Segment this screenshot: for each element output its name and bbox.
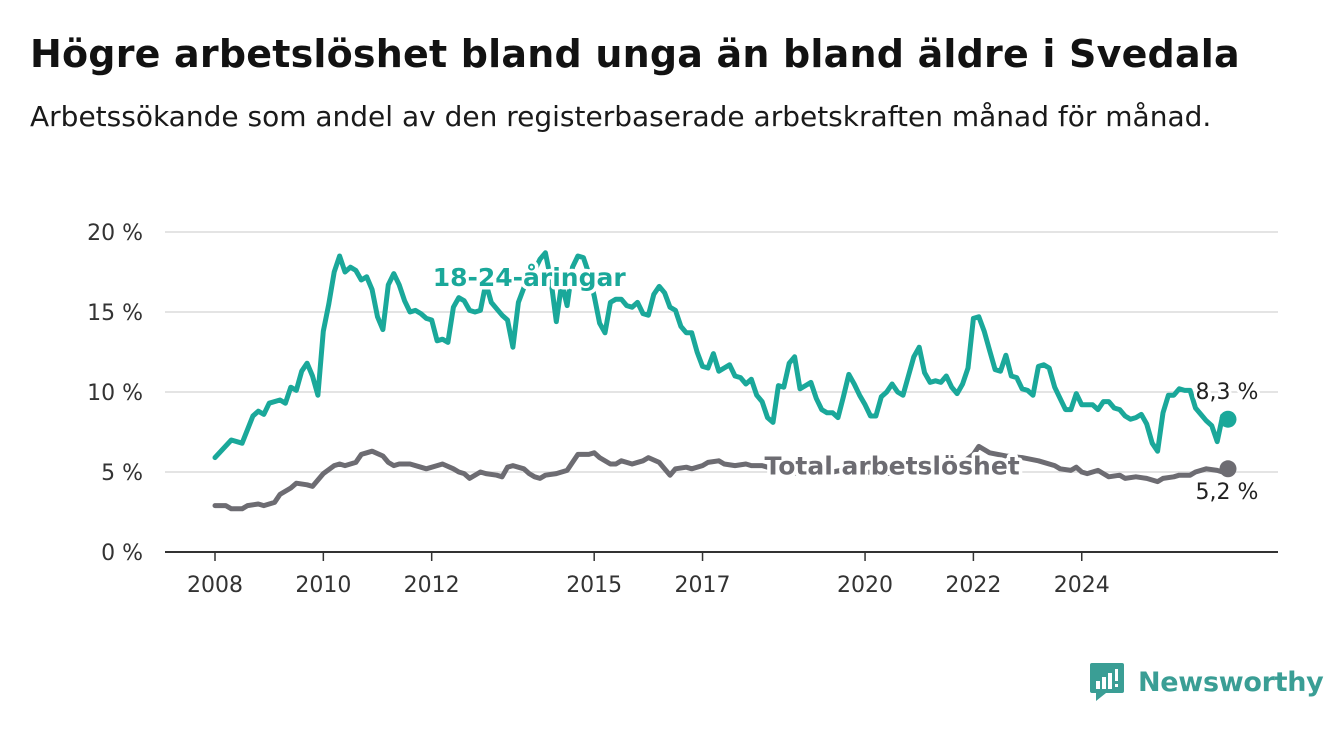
end-value-label: 8,3 % bbox=[1196, 380, 1259, 405]
newsworthy-logo[interactable]: Newsworthy bbox=[1088, 661, 1324, 703]
x-tick-label: 2012 bbox=[404, 573, 460, 598]
series-label: Total arbetslöshet bbox=[765, 452, 1020, 481]
newsworthy-logo-icon bbox=[1090, 663, 1124, 701]
end-value-label: 5,2 % bbox=[1196, 480, 1259, 505]
y-tick-label: 10 % bbox=[87, 381, 143, 406]
x-tick-label: 2010 bbox=[295, 573, 351, 598]
series-line-total bbox=[212, 443, 1231, 512]
series-line-youth bbox=[212, 250, 1231, 461]
end-point-total bbox=[1219, 460, 1237, 478]
y-tick-label: 15 % bbox=[87, 301, 143, 326]
series-label: 18-24-åringar bbox=[433, 263, 627, 292]
x-tick-label: 2024 bbox=[1054, 573, 1110, 598]
chart-title: Högre arbetslöshet bland unga än bland ä… bbox=[30, 32, 1240, 76]
newsworthy-logo-text: Newsworthy bbox=[1138, 666, 1324, 698]
labels: 8,3 % 5,2 % 18-24-åringar Total arbetslöshe… bbox=[429, 259, 1261, 508]
y-tick-label: 5 % bbox=[101, 461, 143, 486]
grid-lines bbox=[165, 231, 1278, 473]
x-tick-label: 2020 bbox=[837, 573, 893, 598]
end-point-youth bbox=[1219, 410, 1237, 428]
y-tick-label: 0 % bbox=[101, 541, 143, 566]
chart-subtitle: Arbetssökande som andel av den registerb… bbox=[30, 100, 1212, 133]
y-tick-label: 20 % bbox=[87, 221, 143, 246]
x-tick-label: 2017 bbox=[675, 573, 731, 598]
x-tick-label: 2015 bbox=[566, 573, 622, 598]
series-lines bbox=[212, 250, 1237, 512]
x-tick-label: 2008 bbox=[187, 573, 243, 598]
axes: 0 % 5 % 10 % 15 % 20 % 2008 2010 2012 2015 2017 20… bbox=[87, 221, 1278, 598]
x-tick-label: 2022 bbox=[945, 573, 1001, 598]
